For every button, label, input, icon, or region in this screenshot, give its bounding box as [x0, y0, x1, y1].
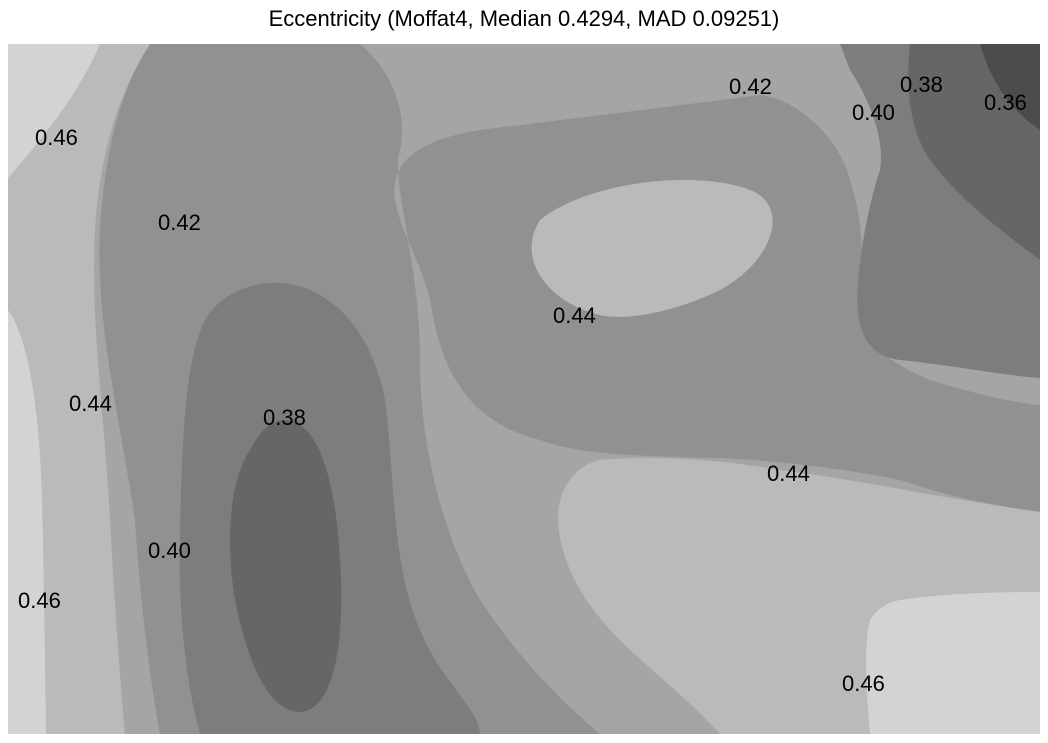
contour-label: 0.46 [842, 671, 885, 696]
contour-band-above-0.46-right [866, 592, 1040, 734]
contour-label: 0.46 [35, 125, 78, 150]
contour-band-0.44-left [8, 44, 150, 734]
contour-label: 0.40 [148, 538, 191, 563]
contour-band-above-0.46-left [8, 310, 46, 734]
contour-label: 0.42 [158, 210, 201, 235]
contour-label: 0.44 [553, 303, 596, 328]
contour-label: 0.42 [729, 74, 772, 99]
contour-label: 0.38 [900, 72, 943, 97]
contour-band-0.36-left [230, 419, 342, 712]
chart-title: Eccentricity (Moffat4, Median 0.4294, MA… [268, 6, 780, 31]
contour-label: 0.44 [69, 391, 112, 416]
contour-label: 0.40 [852, 100, 895, 125]
contour-labels: 0.46 0.42 0.44 0.38 0.40 0.46 0.44 0.42 … [18, 72, 1027, 696]
contour-fills [8, 44, 1040, 734]
contour-label: 0.44 [767, 461, 810, 486]
contour-band-above-0.46-top [8, 44, 100, 178]
contour-label: 0.46 [18, 588, 61, 613]
contour-label: 0.38 [263, 405, 306, 430]
contour-band-below-0.36 [980, 44, 1040, 130]
contour-band-0.44-center [531, 180, 773, 317]
contour-label: 0.36 [984, 90, 1027, 115]
